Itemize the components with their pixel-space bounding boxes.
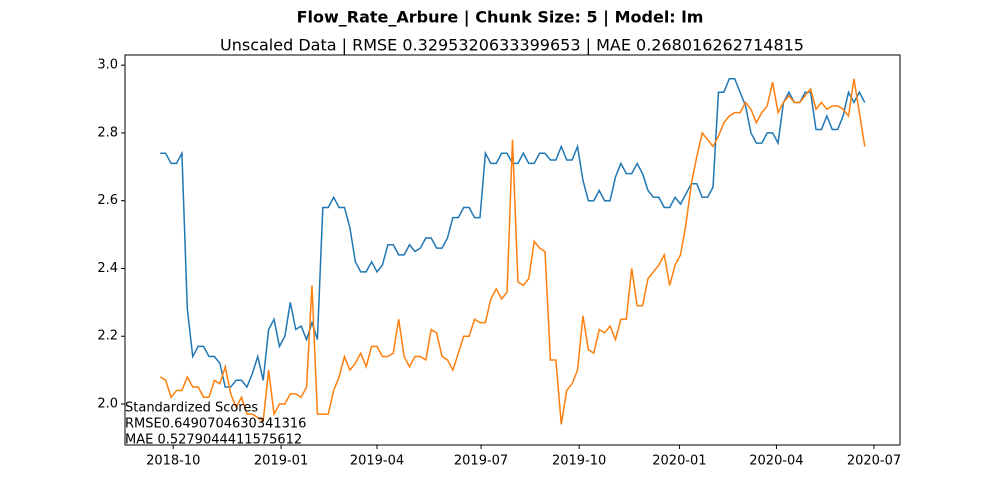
- chart-subtitle: Unscaled Data | RMSE 0.3295320633399653 …: [220, 36, 804, 55]
- y-tick-label: 2.2: [97, 329, 118, 344]
- series-line: [160, 77, 866, 389]
- x-tick-label: 2019-10: [552, 454, 606, 469]
- y-tick-label: 2.0: [97, 397, 118, 412]
- x-tick-label: 2019-07: [454, 454, 508, 469]
- plot-frame: [124, 54, 901, 446]
- y-tick-label: 2.8: [97, 125, 118, 140]
- x-tick-label: 2018-10: [146, 454, 200, 469]
- x-tick-label: 2020-07: [847, 454, 901, 469]
- x-tick-label: 2020-01: [652, 454, 706, 469]
- x-tick-label: 2019-01: [254, 454, 308, 469]
- annotation: MAE 0.5279044411575612: [125, 433, 302, 448]
- x-tick-label: 2020-04: [749, 454, 803, 469]
- y-tick-label: 2.6: [97, 193, 118, 208]
- chart-title: Flow_Rate_Arbure | Chunk Size: 5 | Model…: [297, 8, 704, 28]
- series-line: [159, 78, 866, 425]
- annotation: RMSE0.6490704630341316: [125, 417, 306, 432]
- y-tick-label: 3.0: [97, 58, 118, 73]
- y-tick-label: 2.4: [97, 261, 118, 276]
- annotation: Standardized Scores: [125, 401, 258, 416]
- x-tick-label: 2019-04: [350, 454, 404, 469]
